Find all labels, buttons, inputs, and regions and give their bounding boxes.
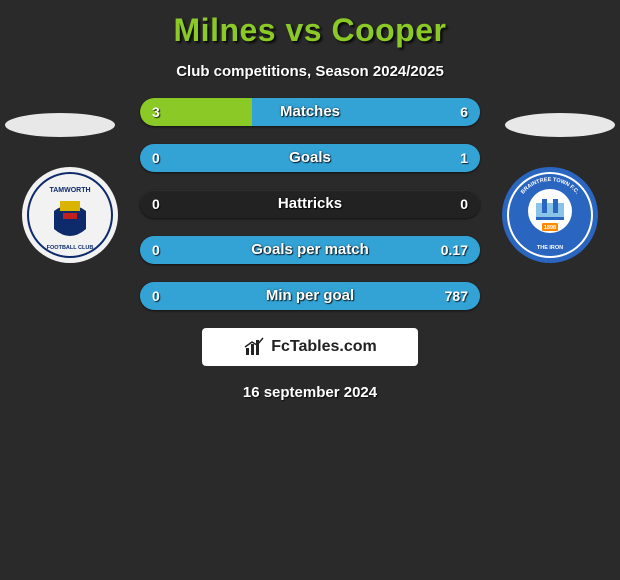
page-subtitle: Club competitions, Season 2024/2025 <box>0 63 620 80</box>
club-crest-left: TAMWORTH FOOTBALL CLUB <box>22 167 118 263</box>
svg-text:THE IRON: THE IRON <box>537 245 563 251</box>
stat-label: Matches <box>140 98 480 126</box>
page-title: Milnes vs Cooper <box>0 0 620 49</box>
stat-bar-hattricks: 0 Hattricks 0 <box>140 190 480 218</box>
chart-icon <box>243 336 265 358</box>
stat-bar-goals-per-match: 0 Goals per match 0.17 <box>140 236 480 264</box>
stat-right-value: 787 <box>445 282 468 310</box>
stat-bar-min-per-goal: 0 Min per goal 787 <box>140 282 480 310</box>
braintree-crest-icon: 1898 BRAINTREE TOWN F.C. THE IRON <box>506 171 594 259</box>
stat-label: Hattricks <box>140 190 480 218</box>
watermark-text: FcTables.com <box>271 338 377 356</box>
stat-right-value: 0 <box>460 190 468 218</box>
stat-right-value: 0.17 <box>441 236 468 264</box>
date-text: 16 september 2024 <box>0 384 620 401</box>
svg-text:FOOTBALL CLUB: FOOTBALL CLUB <box>47 245 94 251</box>
player-right-ellipse <box>505 113 615 137</box>
stat-bar-goals: 0 Goals 1 <box>140 144 480 172</box>
stat-bar-matches: 3 Matches 6 <box>140 98 480 126</box>
stat-bars: 3 Matches 6 0 Goals 1 0 Hattricks 0 0 Go… <box>140 98 480 310</box>
comparison-container: TAMWORTH FOOTBALL CLUB 1898 BRAINTREE TO… <box>0 98 620 401</box>
svg-text:1898: 1898 <box>544 225 556 231</box>
svg-text:TAMWORTH: TAMWORTH <box>49 187 90 194</box>
player-left-ellipse <box>5 113 115 137</box>
stat-label: Min per goal <box>140 282 480 310</box>
tamworth-crest-icon: TAMWORTH FOOTBALL CLUB <box>26 171 114 259</box>
stat-right-value: 6 <box>460 98 468 126</box>
club-crest-right: 1898 BRAINTREE TOWN F.C. THE IRON <box>502 167 598 263</box>
stat-label: Goals <box>140 144 480 172</box>
stat-label: Goals per match <box>140 236 480 264</box>
watermark[interactable]: FcTables.com <box>202 328 418 366</box>
stat-right-value: 1 <box>460 144 468 172</box>
